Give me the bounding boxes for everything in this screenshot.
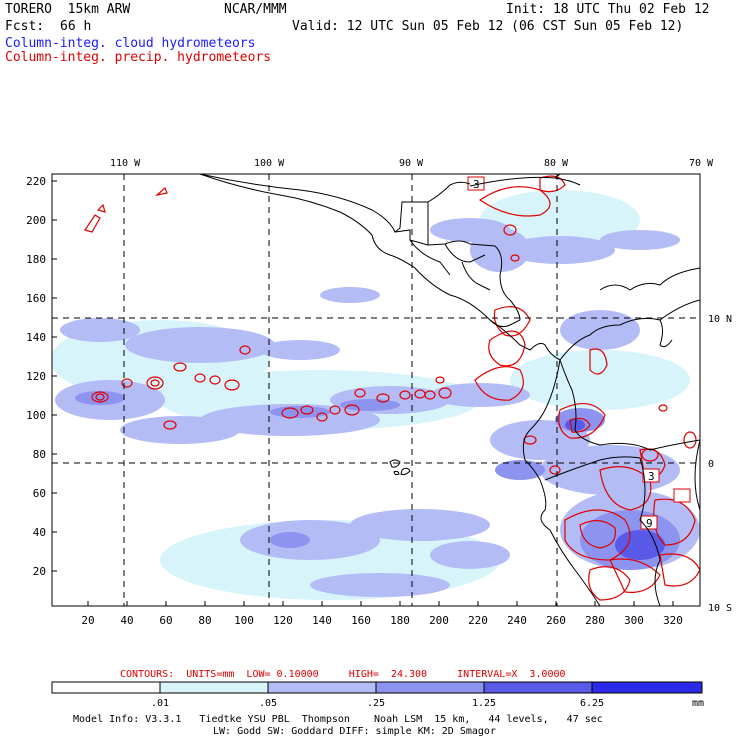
y-tick: 200 xyxy=(26,214,46,227)
y-tick: 100 xyxy=(26,409,46,422)
lon-label-70w: 70 W xyxy=(689,158,714,169)
x-tick: 240 xyxy=(507,614,527,627)
valid-time: Valid: 12 UTC Sun 05 Feb 12 (06 CST Sun … xyxy=(292,19,684,34)
x-tick: 260 xyxy=(546,614,566,627)
x-tick: 180 xyxy=(390,614,410,627)
x-tick: 300 xyxy=(624,614,644,627)
y-tick: 120 xyxy=(26,370,46,383)
colorbar-swatch-3 xyxy=(375,681,485,694)
x-tick: 40 xyxy=(120,614,133,627)
lat-label-0: 0 xyxy=(708,459,714,470)
colorbar-swatch-5 xyxy=(591,681,703,694)
x-tick: 20 xyxy=(81,614,94,627)
fcst-label: Fcst: xyxy=(5,19,45,34)
model-title: TORERO 15km ARW xyxy=(5,2,131,17)
contour-label-2: 3 xyxy=(648,470,655,483)
field-cloud-label: Column-integ. cloud hydrometeors xyxy=(5,36,256,51)
x-tick: 200 xyxy=(429,614,449,627)
contour-label-boxes xyxy=(467,176,691,530)
latlon-grid xyxy=(52,174,700,606)
colorbar-units: mm xyxy=(692,698,704,709)
y-tick: 60 xyxy=(33,487,46,500)
x-tick: 160 xyxy=(351,614,371,627)
init-time: Init: 18 UTC Thu 02 Feb 12 xyxy=(506,2,710,17)
lat-label-10s: 10 S xyxy=(708,603,732,614)
colorbar-swatch-0 xyxy=(51,681,161,694)
axis-ticks xyxy=(52,180,674,606)
y-tick: 180 xyxy=(26,253,46,266)
lat-label-10n: 10 N xyxy=(708,314,732,325)
field-precip-label: Column-integ. precip. hydrometeors xyxy=(5,50,272,65)
x-tick: 120 xyxy=(273,614,293,627)
fcst-hours: 66 h xyxy=(60,19,92,34)
y-tick: 140 xyxy=(26,331,46,344)
y-tick: 40 xyxy=(33,526,46,539)
x-tick: 280 xyxy=(585,614,605,627)
colorbar-label: 1.25 xyxy=(472,698,496,709)
colorbar xyxy=(51,681,703,694)
colorbar-swatch-4 xyxy=(483,681,593,694)
contour-info: CONTOURS: UNITS=mm LOW= 0.10000 HIGH= 24… xyxy=(120,669,566,680)
y-tick: 20 xyxy=(33,565,46,578)
cloud-field: 3 3 9 xyxy=(52,174,700,606)
lon-label-80w: 80 W xyxy=(544,158,569,169)
x-tick: 60 xyxy=(159,614,172,627)
lon-label-110w: 110 W xyxy=(110,158,141,169)
colorbar-label: .05 xyxy=(259,698,277,709)
coastlines xyxy=(199,174,700,606)
x-tick: 140 xyxy=(312,614,332,627)
x-tick: 100 xyxy=(234,614,254,627)
colorbar-label: 6.25 xyxy=(580,698,604,709)
colorbar-swatch-1 xyxy=(159,681,269,694)
colorbar-label: .25 xyxy=(367,698,385,709)
map-frame xyxy=(51,173,701,607)
y-tick: 220 xyxy=(26,175,46,188)
lon-label-100w: 100 W xyxy=(254,158,285,169)
y-tick: 80 xyxy=(33,448,46,461)
colorbar-swatch-2 xyxy=(267,681,377,694)
lon-label-90w: 90 W xyxy=(399,158,424,169)
y-tick: 160 xyxy=(26,292,46,305)
x-tick: 320 xyxy=(663,614,683,627)
x-tick: 220 xyxy=(468,614,488,627)
org-label: NCAR/MMM xyxy=(224,2,287,17)
footer-model-info: Model Info: V3.3.1 Tiedtke YSU PBL Thomp… xyxy=(73,714,603,725)
contour-label-3: 9 xyxy=(646,517,653,530)
x-tick: 80 xyxy=(198,614,211,627)
colorbar-label: .01 xyxy=(151,698,169,709)
footer-physics-info: LW: Godd SW: Goddard DIFF: simple KM: 2D… xyxy=(213,726,496,737)
